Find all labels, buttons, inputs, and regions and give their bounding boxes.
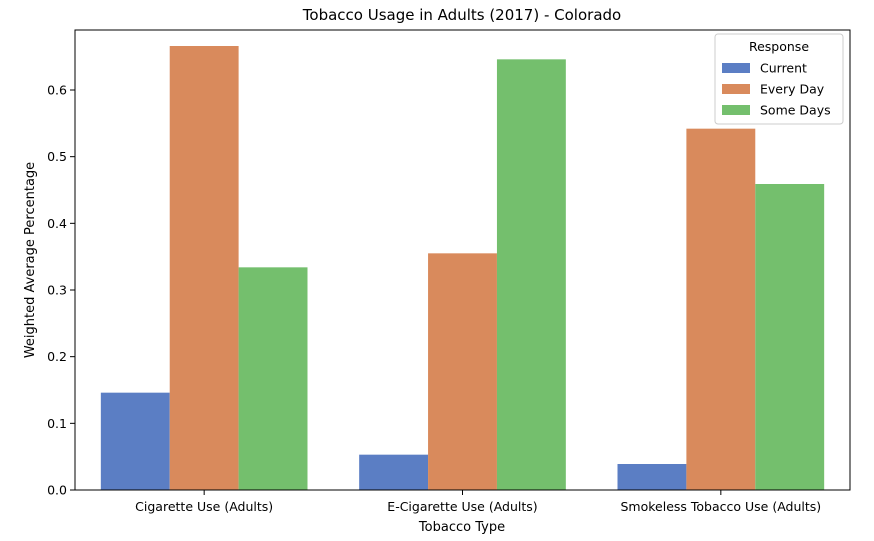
- legend-label-current: Current: [760, 61, 807, 76]
- bar-every-day-1: [428, 253, 497, 490]
- y-tick-label: 0.3: [47, 283, 67, 298]
- bar-some-days-0: [238, 267, 308, 490]
- y-tick-label: 0.5: [47, 149, 67, 164]
- bars-group: [100, 46, 825, 490]
- x-axis-label: Tobacco Type: [418, 520, 505, 535]
- legend-swatch-some-days: [722, 105, 750, 115]
- chart-title: Tobacco Usage in Adults (2017) - Colorad…: [302, 6, 621, 24]
- bar-every-day-2: [686, 128, 756, 490]
- legend-box: [714, 33, 844, 125]
- legend-swatch-current: [722, 63, 750, 73]
- y-tick-label: 0.6: [47, 83, 67, 98]
- y-tick-label: 0.2: [47, 349, 67, 364]
- y-tick-label: 0.0: [47, 483, 67, 498]
- x-tick-label: Cigarette Use (Adults): [135, 499, 273, 514]
- y-tick-label: 0.1: [47, 416, 67, 431]
- bar-every-day-0: [169, 46, 239, 490]
- bar-current-0: [100, 392, 170, 490]
- legend-swatch-every-day: [722, 84, 750, 94]
- legend-label-some-days: Some Days: [760, 103, 831, 118]
- y-tick-label: 0.4: [47, 216, 67, 231]
- bar-current-1: [359, 454, 429, 490]
- y-axis-label: Weighted Average Percentage: [23, 162, 38, 358]
- legend: Response Current Every Day Some Days: [714, 33, 844, 125]
- bar-some-days-1: [496, 59, 566, 490]
- y-axis: 0.0 0.1 0.2 0.3 0.4 0.5 0.6: [47, 83, 75, 498]
- x-axis: Cigarette Use (Adults) E-Cigarette Use (A…: [135, 490, 821, 514]
- bar-some-days-2: [755, 184, 825, 490]
- bar-current-2: [617, 464, 687, 490]
- legend-title: Response: [749, 39, 809, 54]
- x-tick-label: E-Cigarette Use (Adults): [387, 499, 537, 514]
- legend-label-every-day: Every Day: [760, 82, 825, 97]
- x-tick-label: Smokeless Tobacco Use (Adults): [620, 499, 821, 514]
